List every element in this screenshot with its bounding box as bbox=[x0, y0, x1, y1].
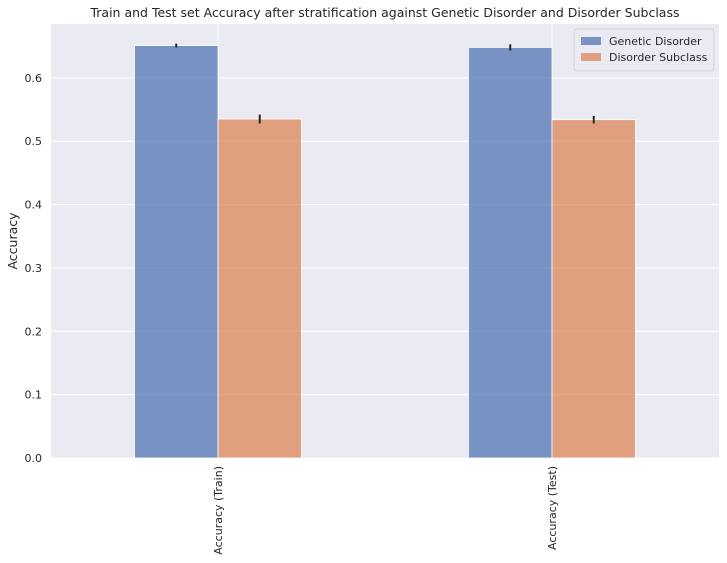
legend-box bbox=[573, 28, 715, 72]
y-tick-label: 0.1 bbox=[25, 389, 43, 402]
legend: Genetic Disorder Disorder Subclass bbox=[573, 28, 715, 72]
y-axis-ticks: 0.0 0.1 0.2 0.3 0.4 0.5 0.6 bbox=[25, 72, 43, 465]
legend-label: Disorder Subclass bbox=[609, 51, 708, 64]
legend-label: Genetic Disorder bbox=[609, 35, 702, 48]
y-tick-label: 0.0 bbox=[25, 452, 43, 465]
bar bbox=[551, 119, 636, 459]
x-tick-label: Accuracy (Test) bbox=[546, 466, 559, 550]
legend-swatch bbox=[581, 37, 601, 45]
chart-title: Train and Test set Accuracy after strati… bbox=[89, 5, 679, 20]
y-axis-label: Accuracy bbox=[5, 212, 20, 270]
x-tick-label: Accuracy (Train) bbox=[212, 466, 225, 555]
y-tick-label: 0.6 bbox=[25, 72, 43, 85]
bar bbox=[134, 45, 219, 459]
legend-swatch bbox=[581, 53, 601, 61]
y-tick-label: 0.5 bbox=[25, 135, 43, 148]
y-tick-label: 0.2 bbox=[25, 325, 43, 338]
x-axis-ticks: Accuracy (Train) Accuracy (Test) bbox=[212, 466, 559, 555]
y-tick-label: 0.3 bbox=[25, 262, 43, 275]
y-tick-label: 0.4 bbox=[25, 199, 43, 212]
bar bbox=[468, 47, 553, 459]
error-bars bbox=[175, 43, 595, 124]
bars bbox=[134, 45, 636, 459]
bar bbox=[217, 118, 302, 459]
